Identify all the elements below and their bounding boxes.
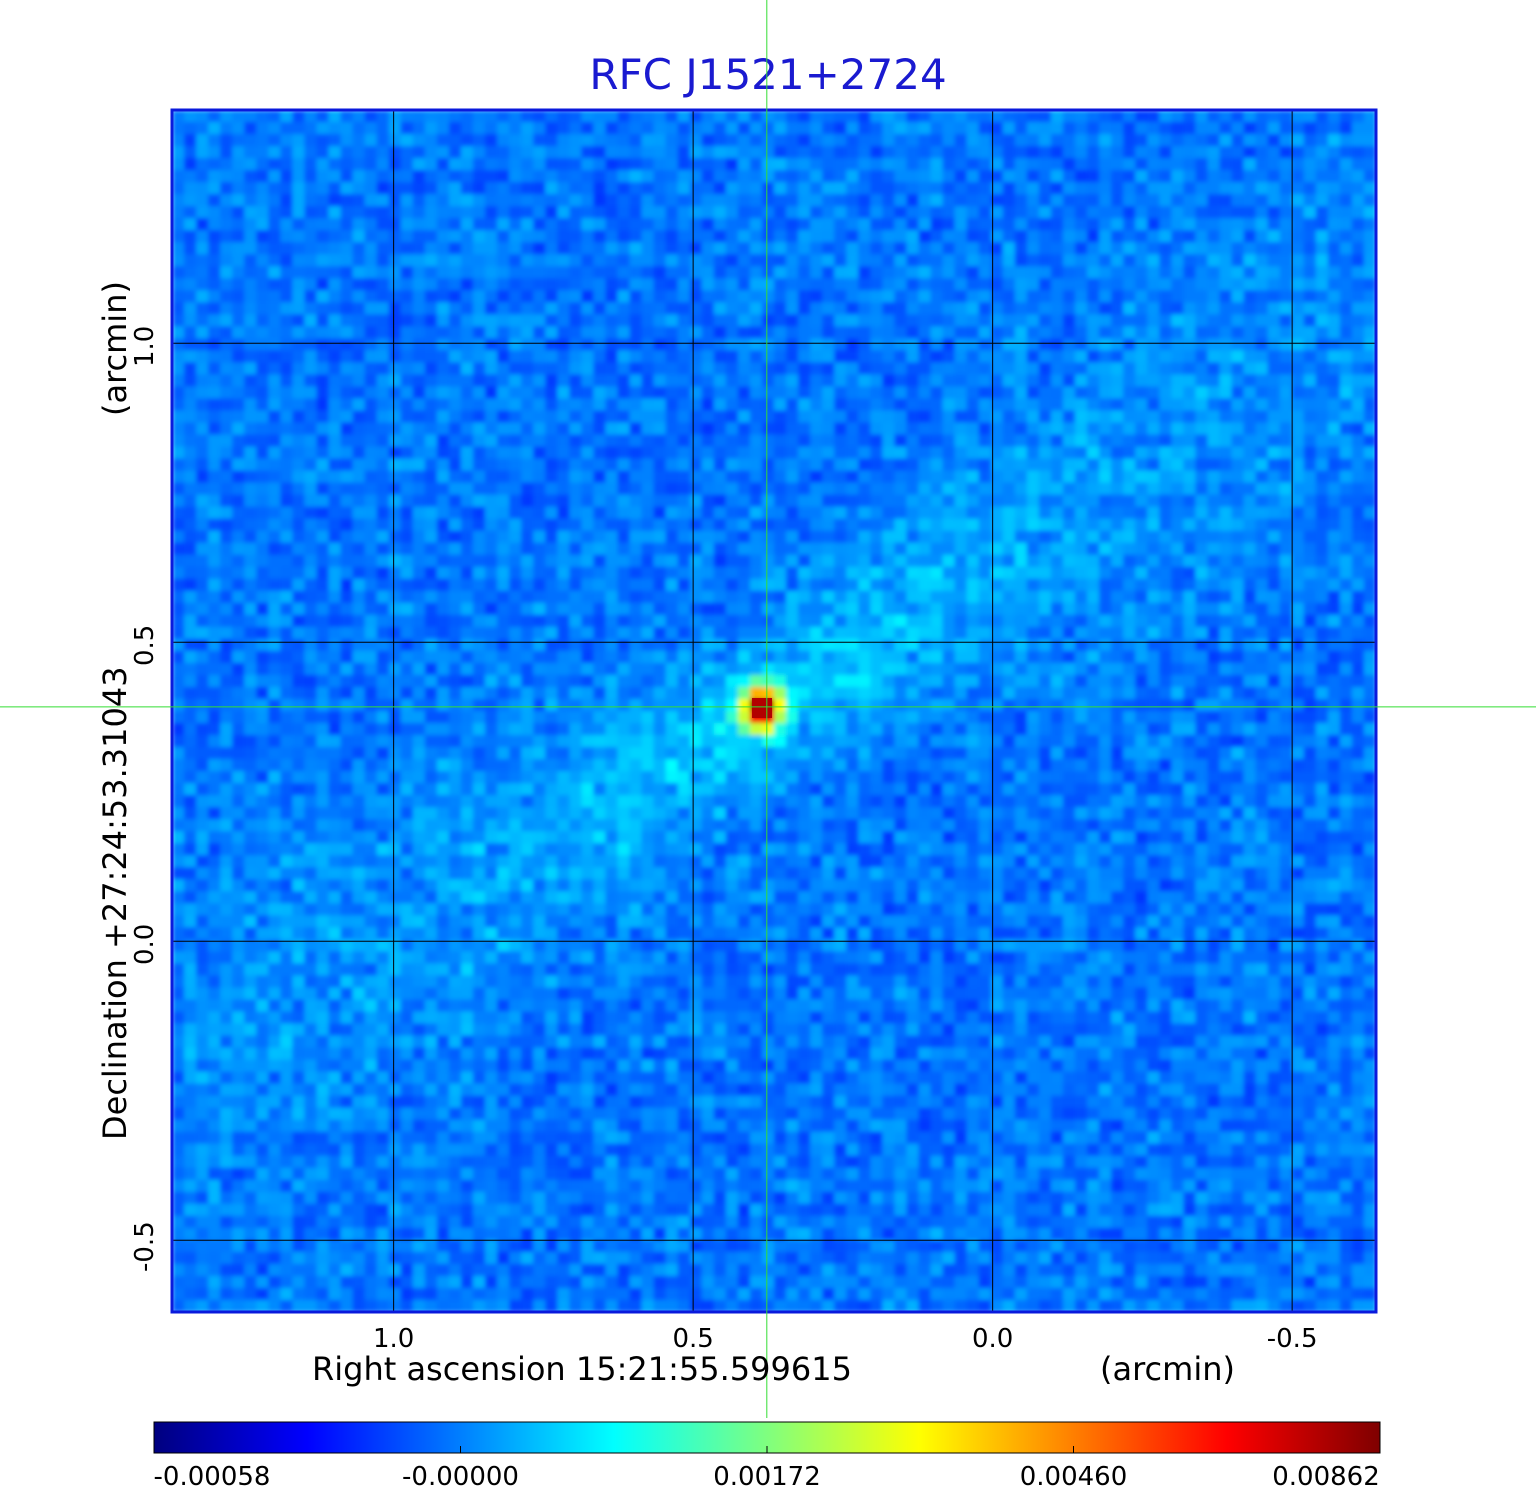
y-axis-unit: (arcmin) [96, 281, 134, 416]
grid-lines [172, 110, 1376, 1312]
plot-frame [170, 108, 1378, 1314]
colorbar [153, 1421, 1381, 1454]
y-axis-label: Declination +27:24:53.31043 [96, 666, 134, 1140]
y-tick-label-2: 0.0 [130, 923, 160, 966]
x-tick-label-0: 1.0 [372, 1324, 415, 1354]
x-axis-label: Right ascension 15:21:55.599615 [312, 1350, 852, 1388]
colorbar-tick-label-3: 0.00460 [1019, 1462, 1128, 1492]
heatmap-image [172, 110, 1376, 1312]
colorbar-tick-label-0: -0.00058 [153, 1462, 271, 1492]
colorbar-tick-label-4: 0.00862 [1272, 1462, 1380, 1492]
colorbar-tick-label-1: -0.00000 [402, 1462, 519, 1492]
x-tick-label-3: -0.5 [1266, 1324, 1318, 1354]
x-axis-unit: (arcmin) [1100, 1350, 1235, 1388]
colorbar-tick-label-2: 0.00172 [713, 1462, 821, 1492]
peak-source [752, 698, 773, 719]
crosshair [0, 0, 1536, 1418]
chart-title: RFC J1521+2724 [589, 50, 947, 99]
y-tick-label-0: 1.0 [130, 325, 160, 368]
x-tick-label-1: 0.5 [672, 1324, 714, 1354]
y-tick-label-1: 0.5 [130, 624, 160, 667]
colorbar-ticks [153, 1446, 1381, 1453]
y-tick-label-3: -0.5 [130, 1221, 160, 1273]
x-tick-label-2: 0.0 [971, 1324, 1014, 1354]
